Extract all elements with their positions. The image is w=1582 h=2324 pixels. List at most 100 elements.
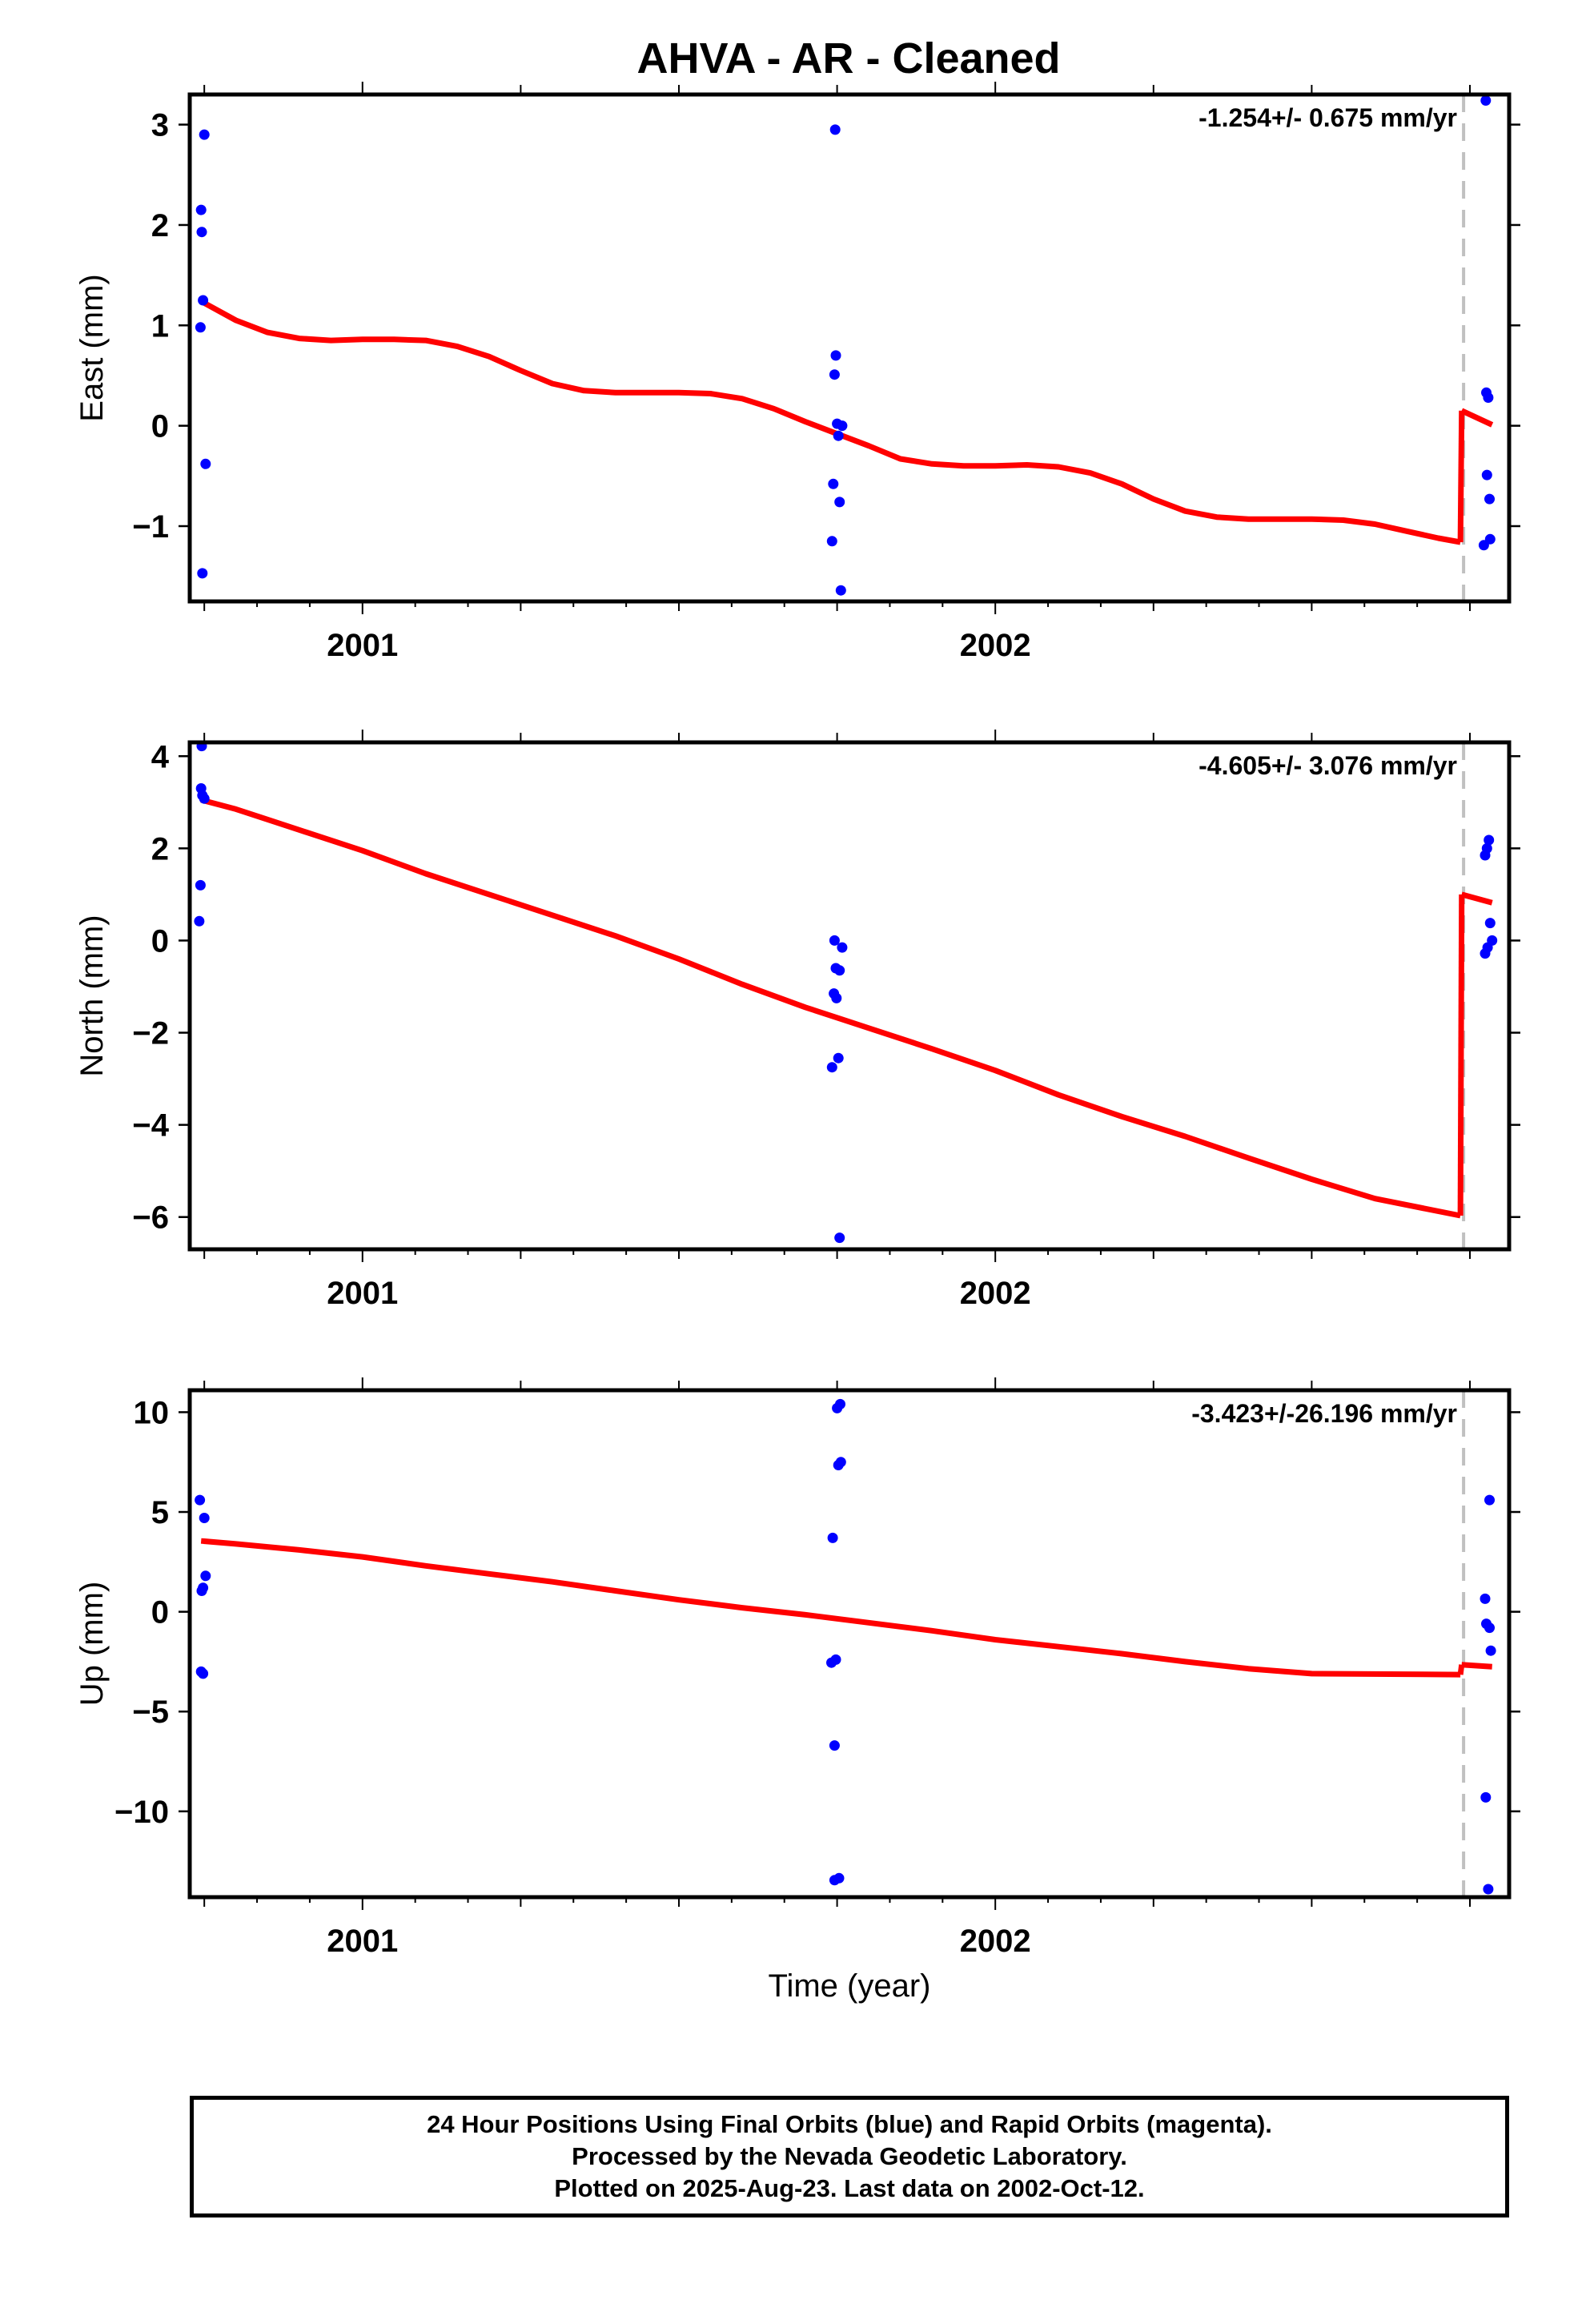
- data-point: [829, 935, 840, 946]
- data-point: [1484, 533, 1496, 545]
- y-tick-label: 2: [151, 208, 169, 243]
- data-point: [837, 942, 848, 953]
- data-point: [194, 915, 205, 927]
- y-tick-label: −4: [132, 1108, 169, 1144]
- y-tick-label: 4: [151, 739, 170, 774]
- x-tick-label: 2002: [960, 1276, 1031, 1311]
- data-point: [833, 1052, 844, 1063]
- rate-label: -3.423+/-26.196 mm/yr: [1191, 1399, 1457, 1428]
- data-point: [829, 1875, 840, 1886]
- data-point: [830, 350, 841, 361]
- data-point: [1481, 842, 1492, 854]
- chart-title: AHVA - AR - Cleaned: [636, 34, 1061, 82]
- data-point: [1480, 95, 1492, 106]
- y-axis-label: East (mm): [74, 274, 110, 421]
- rate-label: -1.254+/- 0.675 mm/yr: [1199, 103, 1457, 132]
- data-point: [198, 295, 209, 306]
- data-point: [829, 369, 840, 380]
- y-tick-label: 0: [151, 923, 169, 959]
- y-axis-label: Up (mm): [74, 1582, 110, 1707]
- data-point: [195, 1494, 206, 1506]
- data-point: [1480, 1791, 1492, 1803]
- fit-jump: [1457, 410, 1465, 543]
- data-point: [199, 129, 210, 140]
- data-point: [1484, 1494, 1495, 1506]
- data-point: [833, 1460, 844, 1470]
- data-point: [195, 204, 207, 215]
- data-point: [1480, 1593, 1491, 1604]
- data-point: [835, 585, 846, 596]
- data-point: [197, 568, 208, 579]
- data-point: [195, 322, 206, 333]
- y-tick-label: −10: [114, 1795, 169, 1830]
- rate-label: -4.605+/- 3.076 mm/yr: [1199, 751, 1457, 780]
- data-point: [837, 420, 848, 432]
- y-tick-label: 5: [151, 1495, 169, 1530]
- data-point: [834, 497, 845, 508]
- x-tick-label: 2001: [327, 1924, 398, 1959]
- y-tick-label: −5: [132, 1695, 169, 1730]
- panel-frame: [187, 1388, 1512, 1900]
- data-point: [199, 793, 210, 804]
- x-axis-label: Time (year): [768, 1968, 931, 2004]
- data-point: [1483, 392, 1494, 403]
- panel-2: 2001 2002 −6 −4 −2 0 2 4 North (mm) -4.605+/- 3.0…: [74, 730, 1520, 1311]
- y-tick-label: 0: [151, 1595, 169, 1630]
- panel-frame: [187, 740, 1512, 1252]
- y-tick-label: 3: [151, 108, 169, 143]
- y-tick-label: 10: [134, 1395, 170, 1430]
- fit-line: [199, 299, 1461, 545]
- data-point: [829, 124, 841, 135]
- data-point: [1484, 834, 1495, 846]
- data-point: [831, 992, 842, 1003]
- data-point: [1484, 918, 1496, 929]
- panel-frame: [187, 92, 1512, 604]
- data-point: [828, 478, 839, 489]
- footer-box: 24 Hour Positions Using Final Orbits (bl…: [190, 2096, 1509, 2217]
- data-point: [827, 1532, 838, 1543]
- data-point: [200, 458, 211, 469]
- data-point: [826, 1657, 837, 1668]
- data-point: [1485, 1645, 1496, 1656]
- fit-line: [1460, 891, 1493, 906]
- data-point: [1484, 1622, 1495, 1634]
- data-point: [199, 1513, 210, 1523]
- data-point: [195, 879, 206, 891]
- fit-line: [1460, 408, 1494, 428]
- y-tick-label: 1: [151, 308, 169, 344]
- data-point: [196, 227, 207, 238]
- data-point: [832, 1402, 843, 1413]
- data-point: [834, 1232, 845, 1244]
- data-point: [200, 1570, 211, 1582]
- data-point: [833, 430, 844, 441]
- data-point: [198, 1668, 209, 1679]
- panel-3: 2001 2002 −10 −5 0 5 10 Up (mm) -3.423+/-26.196 …: [74, 1377, 1520, 1959]
- y-tick-label: −6: [132, 1200, 169, 1236]
- fit-jump: [1457, 894, 1465, 1216]
- data-point: [1484, 493, 1495, 505]
- y-tick-label: −1: [132, 509, 169, 545]
- data-point: [196, 1586, 207, 1596]
- fit-line: [200, 797, 1461, 1219]
- fit-line: [200, 1538, 1461, 1678]
- fit-line: [1461, 1662, 1492, 1670]
- data-point: [826, 536, 837, 547]
- data-point: [1480, 948, 1491, 959]
- y-tick-label: 0: [151, 409, 169, 444]
- x-tick-label: 2002: [960, 628, 1031, 663]
- data-point: [834, 965, 845, 976]
- x-tick-label: 2001: [327, 1276, 398, 1311]
- footer-line-1: 24 Hour Positions Using Final Orbits (bl…: [427, 2110, 1272, 2138]
- footer-line-3: Plotted on 2025-Aug-23. Last data on 200…: [554, 2174, 1145, 2202]
- x-tick-label: 2002: [960, 1924, 1031, 1959]
- data-point: [1481, 469, 1492, 480]
- footer-line-2: Processed by the Nevada Geodetic Laborat…: [572, 2142, 1127, 2170]
- panel-1: 2001 2002 −1 0 1 2 3 East (mm) -1.254+/- 0.675 m…: [74, 82, 1520, 663]
- data-point: [826, 1062, 837, 1073]
- fit-jump: [1457, 1664, 1465, 1675]
- y-tick-label: −2: [132, 1016, 169, 1051]
- y-tick-label: 2: [151, 831, 169, 866]
- y-axis-label: North (mm): [74, 915, 110, 1076]
- data-point: [829, 1740, 840, 1751]
